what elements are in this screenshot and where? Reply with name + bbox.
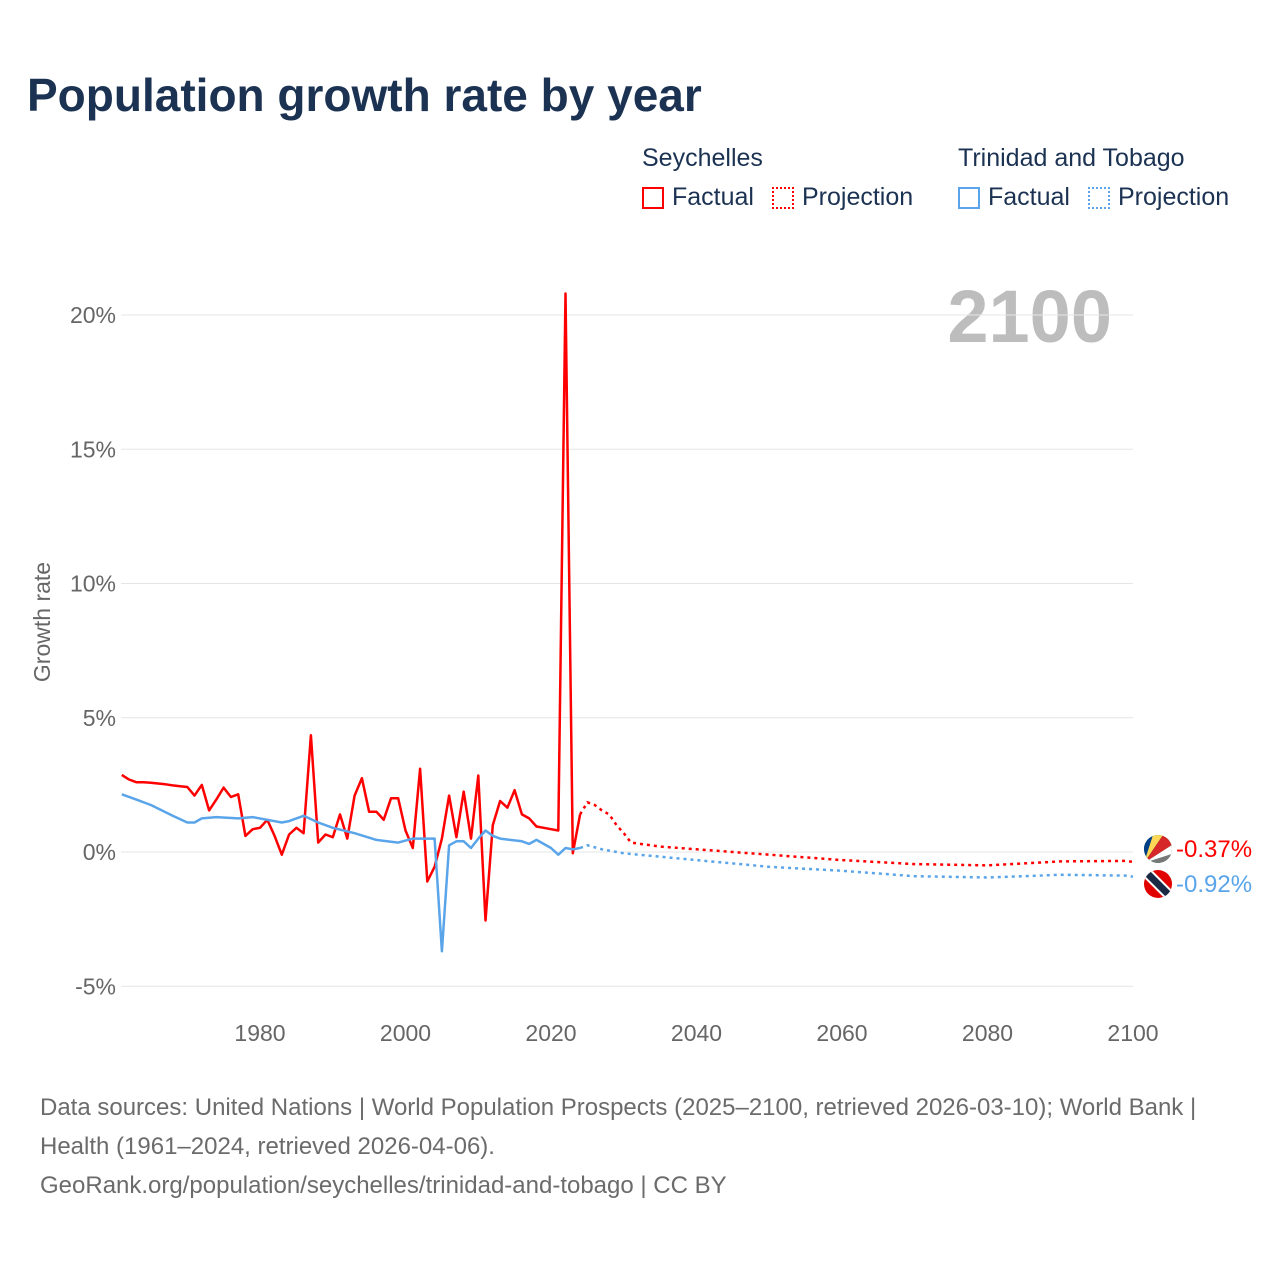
legend-projection-label[interactable]: Projection	[1117, 183, 1230, 211]
factual-line-1	[121, 793, 581, 953]
legend-trinidad: Trinidad and Tobago Factual Projection	[958, 144, 1229, 212]
y-tick-label: 15%	[70, 436, 116, 462]
legend-country: Seychelles	[642, 144, 763, 172]
flag-black-band	[1144, 870, 1172, 898]
y-tick-label: -5%	[75, 973, 116, 999]
x-tick-label: 2000	[380, 1020, 431, 1046]
legend-swatch-projection	[771, 186, 794, 209]
legend-projection-label[interactable]: Projection	[801, 183, 914, 211]
legend-swatch-factual	[958, 186, 980, 209]
legend-seychelles: Seychelles Factual Projection	[642, 144, 913, 212]
seychelles-flag-icon	[1144, 835, 1172, 863]
end-value-label: -0.92%	[1176, 871, 1252, 898]
y-tick-label: 10%	[70, 571, 116, 597]
chart-title: Population growth rate by year	[27, 69, 702, 121]
trinidad-flag-icon	[1144, 870, 1172, 898]
legend-factual-label[interactable]: Factual	[988, 183, 1070, 211]
x-tick-label: 1980	[234, 1020, 285, 1046]
x-tick-label: 2080	[962, 1020, 1013, 1046]
x-tick-label: 2040	[671, 1020, 722, 1046]
x-tick-label: 2060	[816, 1020, 867, 1046]
y-tick-label: 0%	[83, 839, 116, 865]
data-sources: Data sources: United Nations | World Pop…	[40, 1094, 1197, 1160]
flag-red	[1144, 835, 1172, 863]
flag-grey	[1144, 854, 1172, 863]
x-tick-label: 2100	[1107, 1020, 1158, 1046]
y-tick-label: 20%	[70, 302, 116, 328]
credit[interactable]: GeoRank.org/population/seychelles/trinid…	[40, 1172, 727, 1199]
legend-country: Trinidad and Tobago	[958, 144, 1185, 172]
y-tick-label: 5%	[83, 705, 116, 731]
legend-swatch-factual	[642, 186, 664, 209]
factual-line-0	[121, 292, 582, 922]
end-value-label: -0.37%	[1176, 836, 1252, 863]
legend-factual-label[interactable]: Factual	[672, 183, 754, 211]
projection-line-0	[579, 800, 1134, 867]
x-tick-label: 2020	[525, 1020, 576, 1046]
footer: Data sources: United Nations | World Pop…	[40, 1088, 1240, 1205]
y-axis-label: Growth rate	[29, 562, 55, 682]
flag-white	[1144, 845, 1172, 863]
year-display: 2100	[947, 275, 1112, 358]
legend-swatch-projection	[1087, 186, 1110, 209]
